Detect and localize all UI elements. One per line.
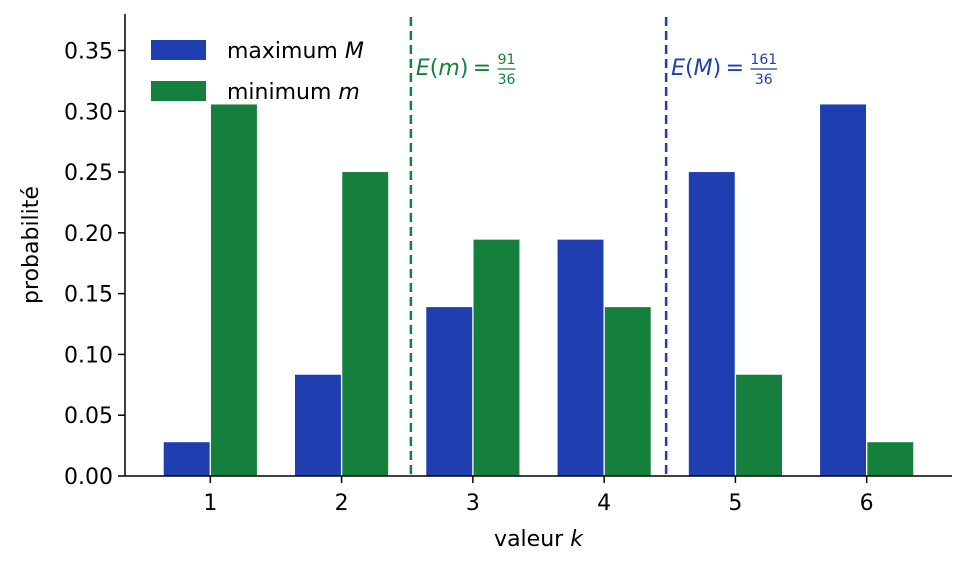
y-tick-label: 0.25 bbox=[64, 161, 113, 186]
legend-swatch bbox=[151, 40, 206, 60]
x-tick-label: 3 bbox=[466, 491, 480, 516]
bar-minimum-3 bbox=[473, 239, 520, 476]
bar-maximum-2 bbox=[294, 374, 341, 476]
y-tick-label: 0.10 bbox=[64, 343, 113, 368]
legend-label: maximum M bbox=[227, 39, 364, 64]
bars-layer bbox=[163, 104, 914, 477]
mean-annotation-max: E(M) = 161 36 bbox=[671, 52, 778, 88]
x-tick-label: 2 bbox=[335, 491, 349, 516]
svg-text:E(m) =: E(m) = bbox=[416, 56, 496, 81]
y-axis-label: probabilité bbox=[19, 186, 44, 304]
fraction-numerator: 161 bbox=[750, 52, 777, 68]
bar-maximum-5 bbox=[688, 172, 735, 477]
y-tick-label: 0.35 bbox=[64, 39, 113, 64]
x-axis-label: valeur k bbox=[494, 527, 584, 552]
x-tick-label: 4 bbox=[597, 491, 611, 516]
annotations-layer: E(m) = 91 36 E(M) = 161 36 bbox=[416, 52, 778, 88]
y-tick-label: 0.00 bbox=[64, 465, 113, 490]
x-axis-label-text: valeur bbox=[494, 527, 570, 552]
bar-minimum-2 bbox=[342, 172, 389, 477]
x-tick-label: 5 bbox=[728, 491, 742, 516]
x-axis-label-var: k bbox=[570, 527, 584, 552]
svg-text:E(M) =: E(M) = bbox=[671, 56, 748, 81]
bar-minimum-6 bbox=[867, 442, 914, 476]
legend: maximum M minimum m bbox=[151, 39, 364, 105]
x-tick-label: 6 bbox=[860, 491, 874, 516]
fraction-denominator: 36 bbox=[498, 72, 516, 88]
bar-maximum-3 bbox=[426, 307, 473, 476]
mean-annotation-min: E(m) = 91 36 bbox=[416, 52, 516, 88]
bar-minimum-1 bbox=[210, 104, 257, 476]
y-tick-label: 0.05 bbox=[64, 404, 113, 429]
bar-maximum-4 bbox=[557, 239, 604, 476]
bar-minimum-5 bbox=[736, 374, 783, 476]
y-tick-label: 0.15 bbox=[64, 283, 113, 308]
mean-lines-layer bbox=[409, 17, 668, 476]
axes-layer: 0.00 0.05 0.10 0.15 0.20 0.25 0.30 0.35 1 2 3 4 5 6 bbox=[64, 14, 952, 516]
y-tick-label: 0.30 bbox=[64, 100, 113, 125]
fraction-numerator: 91 bbox=[498, 52, 516, 68]
bar-maximum-6 bbox=[820, 104, 867, 476]
fraction-denominator: 36 bbox=[755, 72, 773, 88]
y-tick-label: 0.20 bbox=[64, 222, 113, 247]
x-tick-label: 1 bbox=[203, 491, 217, 516]
bar-maximum-1 bbox=[163, 442, 210, 476]
bar-minimum-4 bbox=[604, 307, 651, 476]
legend-label: minimum m bbox=[227, 80, 360, 105]
legend-swatch bbox=[151, 81, 206, 101]
